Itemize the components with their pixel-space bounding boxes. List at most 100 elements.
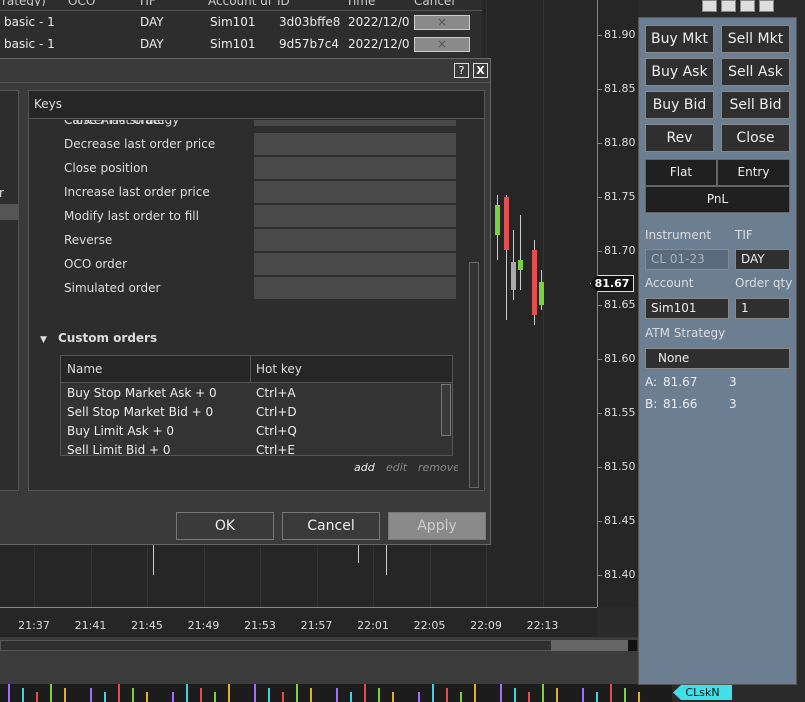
- indicator-line: [528, 692, 530, 702]
- indicator-line: [364, 684, 366, 702]
- cancel-button[interactable]: ×: [414, 15, 470, 30]
- key-input[interactable]: [254, 181, 456, 203]
- order-button[interactable]: Sell Ask: [721, 58, 790, 86]
- custom-order-cell[interactable]: Buy Limit Ask + 0: [67, 424, 175, 438]
- select[interactable]: DAY: [735, 249, 790, 270]
- dialog-button[interactable]: Cancel: [282, 512, 380, 540]
- custom-order-cell[interactable]: Sell Limit Bid + 0: [67, 443, 171, 456]
- key-input[interactable]: [254, 229, 456, 251]
- order-button[interactable]: Rev: [645, 124, 714, 152]
- time-label: 21:41: [74, 619, 107, 632]
- price-label: 81.70: [604, 244, 636, 257]
- order-button[interactable]: Sell Mkt: [721, 25, 790, 53]
- candle-wick: [386, 545, 387, 575]
- key-input[interactable]: [254, 253, 456, 275]
- table-cell: basic - 1: [4, 37, 55, 51]
- action-label: Decrease last order price: [64, 137, 216, 151]
- table-cell: DAY: [140, 15, 164, 29]
- custom-order-cell[interactable]: Sell Stop Market Bid + 0: [67, 405, 214, 419]
- close-button[interactable]: X: [473, 63, 488, 78]
- indicator-line: [556, 688, 558, 702]
- custom-order-cell[interactable]: Buy Stop Market Ask + 0: [67, 386, 217, 400]
- price-tick: [597, 35, 602, 36]
- key-input[interactable]: [254, 205, 456, 227]
- order-button[interactable]: Buy Ask: [645, 58, 714, 86]
- key-input[interactable]: [254, 277, 456, 299]
- key-input[interactable]: [254, 157, 456, 179]
- price-tick: [597, 305, 602, 306]
- table-link[interactable]: add: [354, 461, 375, 474]
- flat-button[interactable]: Flat: [645, 159, 717, 186]
- key-input[interactable]: [254, 133, 456, 155]
- select[interactable]: CL 01-23: [645, 249, 729, 270]
- order-button[interactable]: Sell Bid: [721, 91, 790, 119]
- table-cell: Sim101: [210, 15, 256, 29]
- order-button[interactable]: Buy Mkt: [645, 25, 714, 53]
- action-label: Cancel last order: [64, 120, 166, 127]
- action-label: Modify last order to fill: [64, 209, 199, 223]
- scroll-arrow[interactable]: [628, 640, 637, 651]
- cancel-button[interactable]: ×: [414, 37, 470, 52]
- price-tick: [597, 197, 602, 198]
- field-label: Instrument: [645, 228, 712, 242]
- column-divider: [250, 356, 251, 383]
- select[interactable]: Sim101: [645, 298, 729, 319]
- field-label: Account: [645, 276, 694, 290]
- keys-panel: Keys Cancel last order Close ATM strategy D…: [28, 90, 485, 491]
- window-button: [759, 0, 774, 12]
- table-link: edit: [386, 461, 408, 474]
- field-label: TIF: [735, 228, 753, 242]
- order-button[interactable]: Close: [721, 124, 790, 152]
- price-label: 81.40: [604, 568, 636, 581]
- select[interactable]: 1: [735, 298, 790, 319]
- price-label: 81.60: [604, 352, 636, 365]
- entry-button[interactable]: Entry: [717, 159, 790, 186]
- time-label: 21:45: [131, 619, 163, 632]
- action-label: Reverse: [64, 233, 113, 247]
- table-scrollbar[interactable]: [441, 384, 451, 436]
- indicator-line: [446, 688, 448, 702]
- list-scrollbar[interactable]: [469, 262, 479, 488]
- indicator-line: [610, 684, 612, 702]
- select[interactable]: None: [645, 348, 790, 369]
- scroll-up[interactable]: [470, 94, 482, 116]
- indicator-line: [296, 684, 298, 702]
- right-edge: [797, 14, 805, 702]
- scrollbar: [0, 640, 637, 651]
- indicator-line: [8, 684, 10, 702]
- indicator-line: [22, 688, 24, 702]
- order-button[interactable]: Buy Bid: [645, 91, 714, 119]
- left-row: [0, 204, 19, 220]
- dialog-button[interactable]: Apply: [388, 512, 486, 540]
- indicator-line: [104, 692, 106, 702]
- candle-wick: [358, 535, 359, 563]
- field-label: ATM Strategy: [645, 326, 726, 340]
- window-button: [702, 0, 717, 12]
- left-fragment: r: [0, 186, 9, 200]
- indicator-line: [378, 688, 380, 702]
- custom-order-cell[interactable]: Ctrl+A: [256, 386, 296, 400]
- price-label: 81.55: [604, 406, 636, 419]
- indicator-line: [392, 692, 394, 702]
- table-cell: [70, 13, 136, 31]
- price-label: 81.50: [604, 460, 636, 473]
- dialog-button[interactable]: OK: [176, 512, 274, 540]
- custom-order-cell[interactable]: Ctrl+D: [256, 405, 297, 419]
- custom-order-cell[interactable]: Ctrl+Q: [256, 424, 297, 438]
- pnl-button[interactable]: PnL: [645, 186, 790, 213]
- price-tick: [597, 251, 602, 252]
- indicator-line: [350, 692, 352, 702]
- price-tick: [597, 521, 602, 522]
- price-tick: [597, 575, 602, 576]
- help-button[interactable]: ?: [454, 63, 469, 78]
- indicator-line: [172, 692, 174, 702]
- custom-order-cell[interactable]: Ctrl+E: [256, 443, 295, 456]
- custom-orders-title: Custom orders: [58, 331, 158, 345]
- price-label: 81.85: [604, 82, 636, 95]
- indicator-line: [460, 692, 462, 702]
- indicator-line: [214, 692, 216, 702]
- time-label: 22:01: [357, 619, 389, 632]
- action-label: Close position: [64, 161, 149, 175]
